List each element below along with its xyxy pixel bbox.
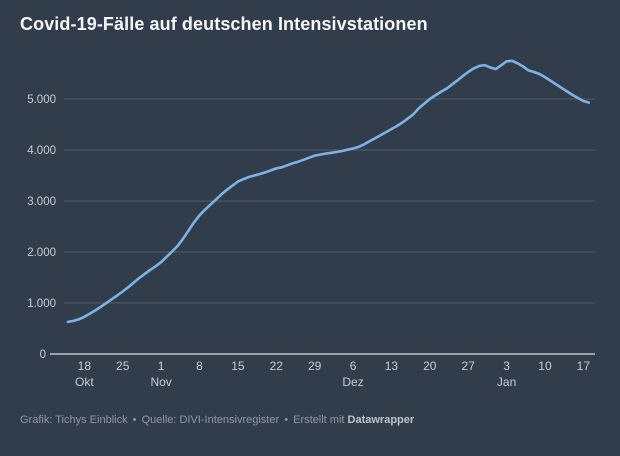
x-tick-label: 29 xyxy=(308,359,322,373)
y-tick-label: 2.000 xyxy=(27,247,56,259)
x-tick-label: 20 xyxy=(423,359,437,373)
y-tick-label: 4.000 xyxy=(27,145,56,157)
covid-icu-cases-line xyxy=(66,59,591,324)
footer-separator: • xyxy=(132,414,137,426)
y-tick-label: 3.000 xyxy=(27,196,56,208)
x-tick-label: 8 xyxy=(196,359,203,373)
chart-footer: Grafik: Tichys Einblick • Quelle: DIVI-I… xyxy=(20,414,414,426)
footer-separator: • xyxy=(284,414,289,426)
footer-credit: Grafik: Tichys Einblick xyxy=(20,414,128,426)
x-tick-label: 25 xyxy=(116,359,130,373)
x-month-label: Dez xyxy=(342,375,363,389)
x-tick-label: 13 xyxy=(385,359,399,373)
x-tick-label: 18 xyxy=(78,359,92,373)
x-tick-label: 15 xyxy=(231,359,245,373)
x-tick-label: 1 xyxy=(158,359,165,373)
y-tick-label: 5.000 xyxy=(27,94,56,106)
x-month-label: Jan xyxy=(497,375,516,389)
footer-source: Quelle: DIVI-Intensivregister xyxy=(141,414,280,426)
x-tick-label: 17 xyxy=(577,359,591,373)
y-axis: 0 1.000 2.000 3.000 4.000 5.000 xyxy=(27,94,595,361)
x-tick-label: 22 xyxy=(270,359,284,373)
x-tick-label: 6 xyxy=(350,359,357,373)
chart-title: Covid-19-Fälle auf deutschen Intensivsta… xyxy=(20,14,428,34)
y-tick-label: 0 xyxy=(40,349,46,361)
x-tick-label: 10 xyxy=(538,359,552,373)
x-tick-label: 3 xyxy=(503,359,510,373)
x-month-label: Okt xyxy=(75,375,94,389)
y-tick-label: 1.000 xyxy=(27,298,56,310)
x-tick-label: 27 xyxy=(462,359,476,373)
x-month-label: Nov xyxy=(150,375,171,389)
datawrapper-brand-link[interactable]: Datawrapper xyxy=(347,414,415,426)
x-axis: 18 Okt 25 1 Nov 8 15 22 29 6 Dez 13 20 27 3 Jan 10 17 xyxy=(75,359,590,389)
footer-created-with: Erstellt mit xyxy=(293,414,345,426)
